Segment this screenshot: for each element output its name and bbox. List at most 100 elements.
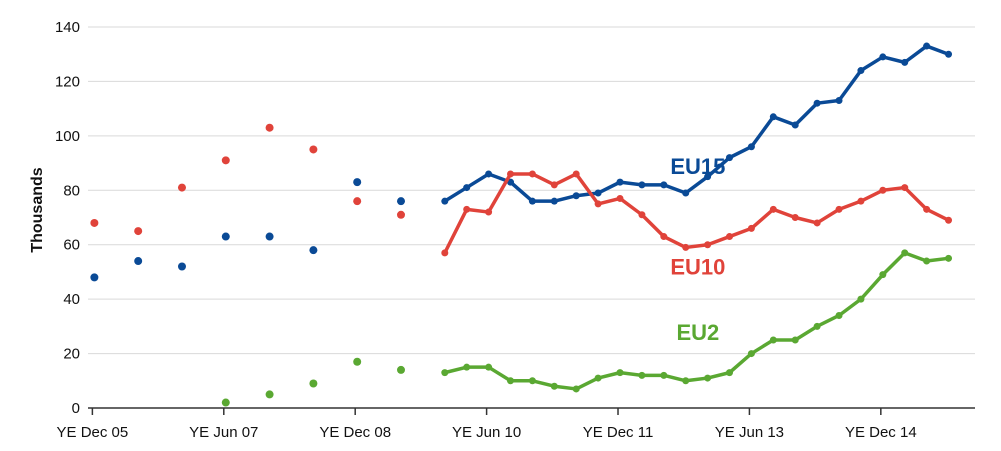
data-point bbox=[463, 184, 471, 192]
y-tick-label: 120 bbox=[55, 73, 80, 90]
data-point bbox=[945, 254, 953, 262]
data-point bbox=[791, 336, 799, 344]
gridlines bbox=[88, 26, 975, 355]
data-point bbox=[835, 96, 843, 104]
data-point bbox=[265, 232, 274, 241]
series-eu2: EU2 bbox=[221, 249, 953, 407]
data-point bbox=[923, 257, 931, 265]
x-tick-label: YE Dec 14 bbox=[845, 424, 917, 441]
y-axis-title: Thousands bbox=[29, 167, 46, 252]
data-point bbox=[616, 194, 624, 202]
data-point bbox=[638, 181, 646, 189]
data-point bbox=[704, 241, 712, 249]
data-point bbox=[813, 322, 821, 330]
data-point bbox=[660, 371, 668, 379]
data-point bbox=[901, 249, 909, 257]
x-axis: YE Dec 05 YE Jun 07 YE Dec 08 YE Jun 10 YE D… bbox=[57, 407, 975, 441]
data-point bbox=[572, 192, 580, 200]
data-point bbox=[704, 173, 712, 181]
data-point bbox=[396, 197, 405, 206]
data-point bbox=[134, 227, 143, 236]
data-point bbox=[353, 357, 362, 366]
x-tick-label: YE Dec 05 bbox=[57, 424, 129, 441]
data-point bbox=[638, 211, 646, 219]
data-point bbox=[835, 311, 843, 319]
x-tick-label: YE Jun 10 bbox=[452, 424, 521, 441]
series-eu10: EU10 bbox=[90, 123, 953, 280]
data-point bbox=[726, 154, 734, 162]
data-point bbox=[901, 58, 909, 66]
data-point bbox=[747, 224, 755, 232]
data-point bbox=[353, 197, 362, 206]
data-point bbox=[265, 123, 274, 132]
data-point bbox=[396, 210, 405, 219]
data-point bbox=[265, 390, 274, 399]
series-line bbox=[443, 251, 951, 391]
y-tick-label: 80 bbox=[63, 182, 80, 199]
data-point bbox=[309, 246, 318, 255]
y-tick-label: 60 bbox=[63, 237, 80, 254]
data-point bbox=[682, 243, 690, 251]
data-point bbox=[221, 398, 230, 407]
y-axis: 0 20 40 60 80 100 120 140 bbox=[55, 19, 80, 417]
data-point bbox=[638, 371, 646, 379]
data-point bbox=[221, 232, 230, 241]
data-point bbox=[879, 186, 887, 194]
data-point bbox=[769, 113, 777, 121]
data-point bbox=[528, 377, 536, 385]
data-point bbox=[879, 271, 887, 279]
data-point bbox=[813, 219, 821, 227]
data-point bbox=[660, 181, 668, 189]
data-point bbox=[572, 170, 580, 178]
data-point bbox=[616, 369, 624, 377]
data-point bbox=[572, 385, 580, 393]
data-point bbox=[879, 53, 887, 61]
data-point bbox=[945, 50, 953, 58]
y-tick-label: 40 bbox=[63, 291, 80, 308]
data-point bbox=[616, 178, 624, 186]
series-label: EU2 bbox=[676, 320, 719, 345]
data-point bbox=[463, 205, 471, 213]
series-label: EU10 bbox=[670, 255, 725, 280]
data-point bbox=[791, 121, 799, 129]
data-point bbox=[90, 273, 99, 282]
data-point bbox=[813, 99, 821, 107]
data-point bbox=[747, 350, 755, 358]
data-point bbox=[528, 197, 536, 205]
series-line bbox=[443, 44, 951, 203]
series-layer: EU15 EU10 EU2 bbox=[90, 42, 953, 407]
data-point bbox=[463, 363, 471, 371]
x-tick-label: YE Dec 08 bbox=[319, 424, 391, 441]
data-point bbox=[857, 295, 865, 303]
data-point bbox=[769, 336, 777, 344]
data-point bbox=[769, 205, 777, 213]
data-point bbox=[923, 42, 931, 50]
x-tick-label: YE Dec 11 bbox=[583, 424, 654, 441]
data-point bbox=[682, 189, 690, 197]
y-tick-label: 0 bbox=[72, 400, 80, 417]
data-point bbox=[594, 200, 602, 208]
data-point bbox=[90, 218, 99, 227]
data-point bbox=[726, 233, 734, 241]
data-point bbox=[682, 377, 690, 385]
data-point bbox=[507, 377, 515, 385]
data-point bbox=[441, 369, 449, 377]
y-tick-label: 140 bbox=[55, 19, 80, 36]
x-tick-label: YE Jun 13 bbox=[715, 424, 784, 441]
data-point bbox=[550, 181, 558, 189]
data-point bbox=[353, 178, 362, 187]
data-point bbox=[594, 374, 602, 382]
data-point bbox=[441, 249, 449, 257]
x-tick-label: YE Jun 07 bbox=[189, 424, 258, 441]
series-eu15: EU15 bbox=[90, 42, 953, 282]
data-point bbox=[309, 145, 318, 154]
data-point bbox=[221, 156, 230, 165]
data-point bbox=[660, 233, 668, 241]
data-point bbox=[396, 365, 405, 374]
data-point bbox=[134, 257, 143, 266]
series-label: EU15 bbox=[670, 154, 725, 179]
data-point bbox=[485, 170, 493, 178]
data-point bbox=[485, 363, 493, 371]
data-point bbox=[835, 205, 843, 213]
